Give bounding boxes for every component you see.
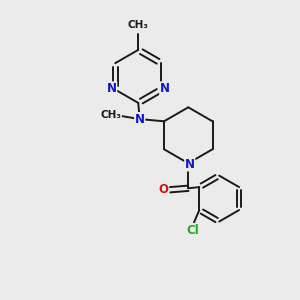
Text: Cl: Cl (187, 224, 199, 237)
Text: CH₃: CH₃ (100, 110, 121, 120)
Text: N: N (160, 82, 170, 95)
Text: N: N (107, 82, 117, 95)
Text: N: N (185, 158, 195, 171)
Text: N: N (135, 112, 145, 126)
Text: CH₃: CH₃ (128, 20, 149, 30)
Text: O: O (158, 183, 169, 196)
